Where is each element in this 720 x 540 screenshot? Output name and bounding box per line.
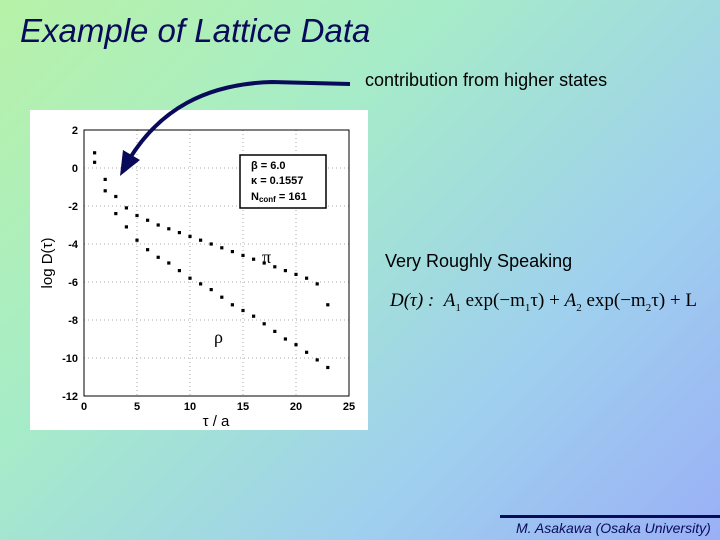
x-tick-label: 0 xyxy=(81,401,87,413)
data-point-series-0 xyxy=(156,223,160,227)
data-point-series-1 xyxy=(273,329,277,333)
formula-A2: A xyxy=(564,290,577,311)
footer-credit: M. Asakawa (Osaka University) xyxy=(516,520,711,536)
x-tick-label: 25 xyxy=(343,401,355,413)
y-axis-label: log D(τ) xyxy=(39,238,56,289)
formula-m1-sub: 1 xyxy=(524,301,531,314)
data-point-series-1 xyxy=(103,189,107,193)
formula-tau1: τ) + xyxy=(530,290,565,311)
formula-A2-sub: 2 xyxy=(576,301,582,314)
data-point-series-1 xyxy=(315,358,319,362)
correlator-formula: D(τ) : A1 exp(−m1τ) + A2 exp(−m2τ) + L xyxy=(390,290,697,314)
data-point-series-0 xyxy=(262,261,266,265)
data-point-series-0 xyxy=(146,218,150,222)
footer-rule xyxy=(500,515,720,518)
data-point-series-0 xyxy=(273,265,277,269)
data-point-series-1 xyxy=(146,248,150,252)
data-point-series-1 xyxy=(326,365,330,370)
formula-exp2: exp(−m xyxy=(581,290,646,311)
data-point-series-1 xyxy=(220,295,224,299)
formula-A1-sub: 1 xyxy=(455,301,461,314)
data-point-series-0 xyxy=(188,234,192,238)
data-point-series-0 xyxy=(93,151,97,155)
data-point-series-1 xyxy=(305,350,309,354)
x-tick-label: 20 xyxy=(290,401,302,413)
data-point-series-0 xyxy=(241,253,245,257)
data-point-series-0 xyxy=(294,272,298,276)
data-point-series-1 xyxy=(114,212,118,216)
data-point-series-0 xyxy=(326,303,330,307)
plot-points xyxy=(93,151,330,370)
data-point-series-1 xyxy=(167,261,171,265)
formula-m2-sub: 2 xyxy=(645,301,652,314)
series-label-pi: π xyxy=(262,247,271,267)
y-tick-label: -4 xyxy=(68,239,79,251)
data-point-series-1 xyxy=(252,314,256,318)
y-tick-label: -2 xyxy=(68,201,78,213)
data-point-series-0 xyxy=(209,242,213,246)
x-axis-label: τ / a xyxy=(203,413,230,430)
data-point-series-1 xyxy=(156,255,160,259)
data-point-series-1 xyxy=(294,343,298,347)
data-point-series-1 xyxy=(209,288,213,292)
data-point-series-1 xyxy=(93,160,97,164)
data-point-series-1 xyxy=(177,269,181,273)
data-point-series-0 xyxy=(103,177,107,181)
data-point-series-0 xyxy=(220,246,224,250)
data-point-series-1 xyxy=(283,337,287,341)
legend-box: β = 6.0 κ = 0.1557 Nconf = 161 xyxy=(239,154,327,209)
data-point-series-0 xyxy=(177,231,181,235)
data-point-series-1 xyxy=(241,308,245,313)
data-point-series-0 xyxy=(230,250,234,254)
legend-beta: β = 6.0 xyxy=(251,160,286,172)
data-point-series-1 xyxy=(124,225,128,229)
formula-lhs: D(τ) : xyxy=(390,290,435,311)
data-point-series-1 xyxy=(262,322,266,326)
x-tick-label: 10 xyxy=(184,401,196,413)
data-point-series-1 xyxy=(188,276,192,280)
data-point-series-1 xyxy=(230,303,234,307)
x-tick-label: 5 xyxy=(134,401,140,413)
legend-kappa: κ = 0.1557 xyxy=(251,175,303,187)
y-tick-label: -12 xyxy=(62,391,78,403)
y-tick-label: 2 xyxy=(72,125,78,137)
x-tick-label: 15 xyxy=(237,401,249,413)
formula-A1: A xyxy=(443,290,456,311)
formula-tau2: τ) + L xyxy=(651,290,697,311)
y-tick-label: 0 xyxy=(72,163,78,175)
data-point-series-0 xyxy=(199,238,203,242)
data-point-series-1 xyxy=(199,282,203,286)
data-point-series-0 xyxy=(167,227,171,231)
data-point-series-0 xyxy=(283,269,287,273)
data-point-series-0 xyxy=(135,213,139,218)
data-point-series-0 xyxy=(305,276,309,280)
legend-nconf-symbol: N xyxy=(251,191,259,203)
data-point-series-0 xyxy=(315,282,319,286)
y-tick-label: -10 xyxy=(62,353,78,365)
roughly-speaking-annotation: Very Roughly Speaking xyxy=(385,251,573,271)
data-point-series-0 xyxy=(124,206,128,210)
legend-nconf: Nconf = 161 xyxy=(251,191,307,204)
legend-nconf-sub: conf xyxy=(259,195,276,204)
formula-exp1: exp(−m xyxy=(460,290,525,311)
higher-states-annotation: contribution from higher states xyxy=(365,70,608,90)
slide-title: Example of Lattice Data xyxy=(20,12,371,49)
legend-nconf-value: = 161 xyxy=(276,191,307,203)
data-point-series-0 xyxy=(114,194,118,199)
y-tick-label: -6 xyxy=(68,277,78,289)
data-point-series-0 xyxy=(252,257,256,261)
y-tick-label: -8 xyxy=(68,315,78,327)
data-point-series-1 xyxy=(135,238,139,242)
series-label-rho: ρ xyxy=(214,327,223,347)
